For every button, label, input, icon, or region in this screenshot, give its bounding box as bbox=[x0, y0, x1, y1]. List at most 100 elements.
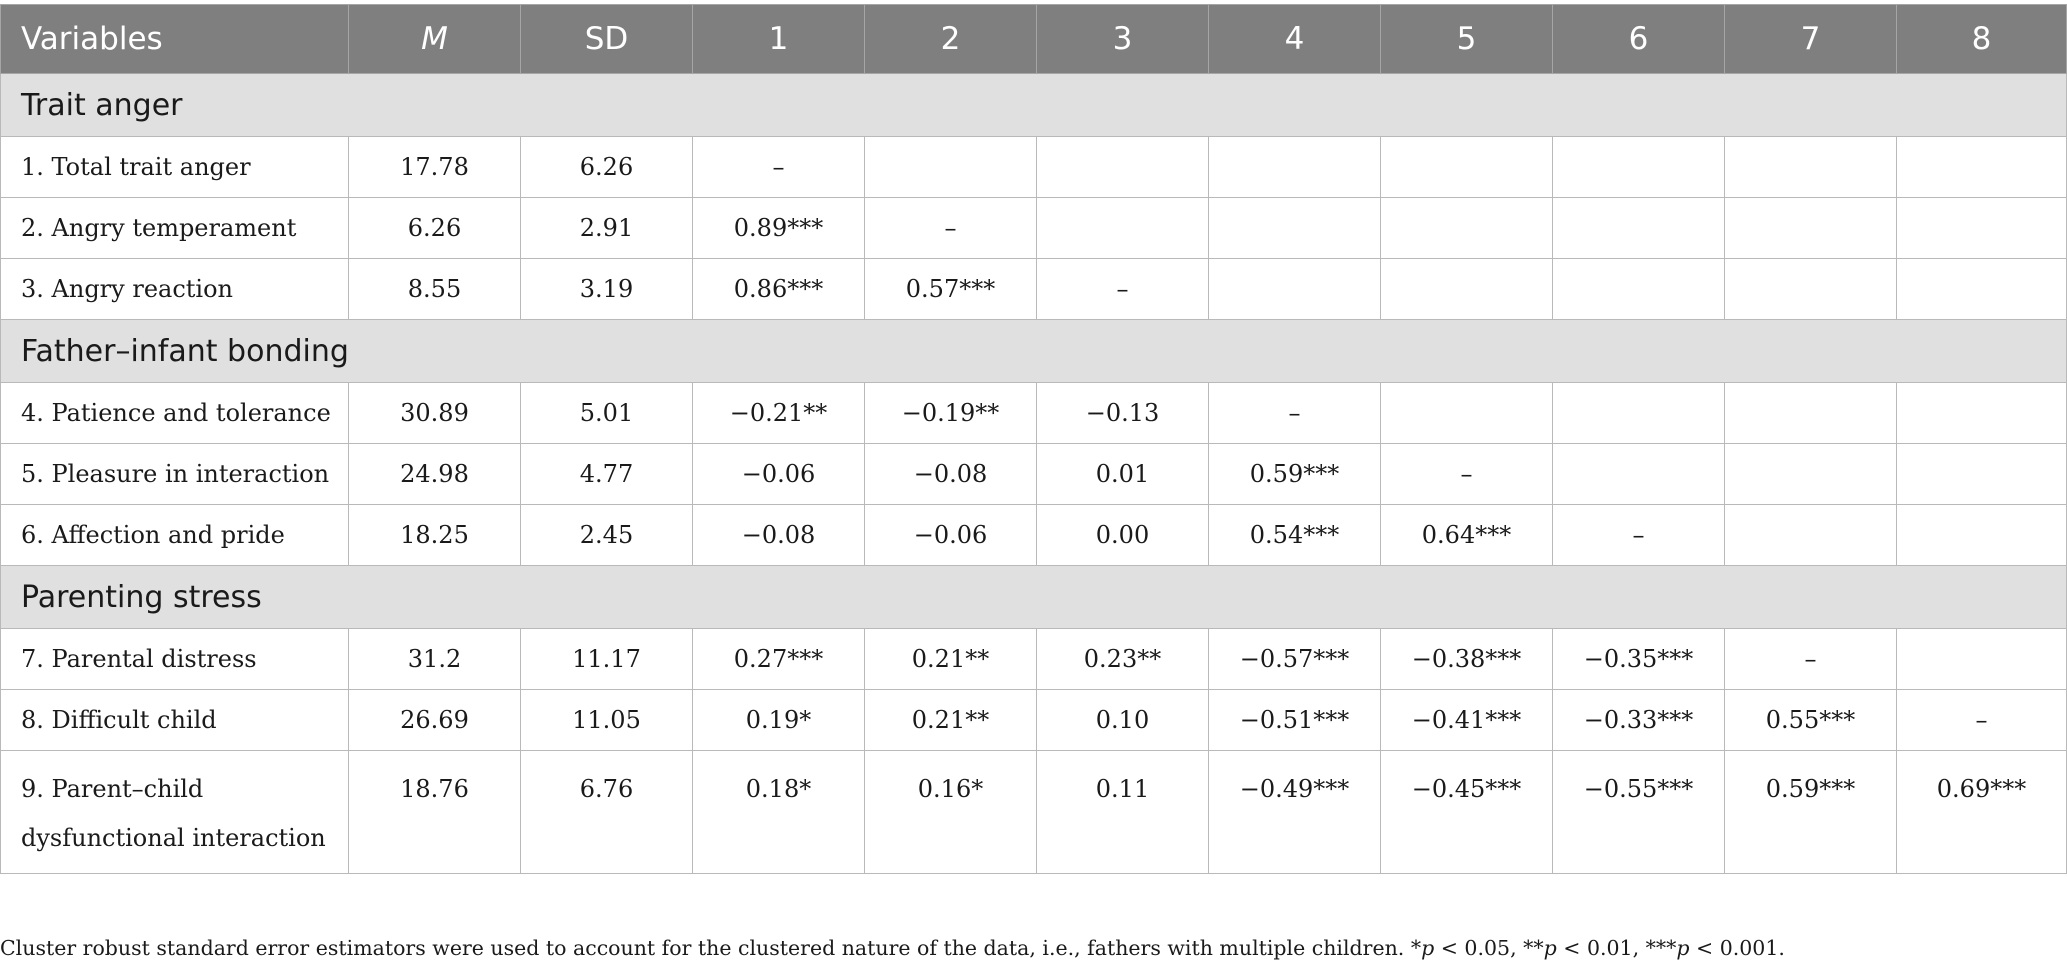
header-cell-5: 5 bbox=[1380, 4, 1553, 74]
table-cell bbox=[1552, 197, 1725, 259]
table-cell: – bbox=[1208, 382, 1381, 444]
table-cell bbox=[1380, 258, 1553, 320]
table-row: 7. Parental distress 31.2 11.17 0.27*** 0.21… bbox=[0, 628, 2067, 690]
table-cell: 0.10 bbox=[1036, 689, 1209, 751]
table-cell: −0.57*** bbox=[1208, 628, 1381, 690]
header-cell-4: 4 bbox=[1208, 4, 1381, 74]
row-label: 2. Angry temperament bbox=[0, 197, 349, 259]
table-cell: 18.25 bbox=[348, 504, 521, 566]
table-cell bbox=[1724, 258, 1897, 320]
table-row: 8. Difficult child 26.69 11.05 0.19* 0.21** 0… bbox=[0, 689, 2067, 751]
table-cell bbox=[1552, 258, 1725, 320]
section-row: Trait anger bbox=[0, 73, 2067, 137]
table-cell: 17.78 bbox=[348, 136, 521, 198]
table-cell: 26.69 bbox=[348, 689, 521, 751]
table-row: 5. Pleasure in interaction 24.98 4.77 −0.06… bbox=[0, 443, 2067, 505]
table-cell: −0.45*** bbox=[1380, 750, 1553, 874]
table-body: Trait anger 1. Total trait anger 17.78 6.26… bbox=[0, 73, 2067, 874]
table-cell bbox=[1896, 197, 2067, 259]
table-cell: – bbox=[864, 197, 1037, 259]
header-cell-6: 6 bbox=[1552, 4, 1725, 74]
table-cell bbox=[1552, 382, 1725, 444]
header-cell-7: 7 bbox=[1724, 4, 1897, 74]
table-cell: – bbox=[1380, 443, 1553, 505]
table-cell: 0.21** bbox=[864, 689, 1037, 751]
section-title: Trait anger bbox=[0, 73, 2067, 137]
table-cell: −0.06 bbox=[864, 504, 1037, 566]
table-cell: – bbox=[1036, 258, 1209, 320]
header-cell-8: 8 bbox=[1896, 4, 2067, 74]
table-cell bbox=[1208, 197, 1381, 259]
table-cell: 0.86*** bbox=[692, 258, 865, 320]
table-row: 6. Affection and pride 18.25 2.45 −0.08 −0.0… bbox=[0, 504, 2067, 566]
header-cell-1: 1 bbox=[692, 4, 865, 74]
table-cell: 0.55*** bbox=[1724, 689, 1897, 751]
table-cell: −0.08 bbox=[864, 443, 1037, 505]
section-title: Parenting stress bbox=[0, 565, 2067, 629]
table-cell bbox=[1724, 382, 1897, 444]
table-row: 4. Patience and tolerance 30.89 5.01 −0.21*… bbox=[0, 382, 2067, 444]
table-cell: −0.19** bbox=[864, 382, 1037, 444]
table-cell: 11.05 bbox=[520, 689, 693, 751]
table-cell: 2.91 bbox=[520, 197, 693, 259]
table-cell bbox=[1552, 136, 1725, 198]
table-cell bbox=[1380, 197, 1553, 259]
table-cell bbox=[1208, 258, 1381, 320]
table-cell: 0.11 bbox=[1036, 750, 1209, 874]
table-cell bbox=[1724, 443, 1897, 505]
table-cell bbox=[1896, 382, 2067, 444]
table-cell: 5.01 bbox=[520, 382, 693, 444]
section-title: Father–infant bonding bbox=[0, 319, 2067, 383]
table-cell: 0.54*** bbox=[1208, 504, 1381, 566]
table-cell: 0.23** bbox=[1036, 628, 1209, 690]
table-cell: 18.76 bbox=[348, 750, 521, 874]
table-cell: 0.59*** bbox=[1724, 750, 1897, 874]
table-row: 1. Total trait anger 17.78 6.26– bbox=[0, 136, 2067, 198]
table-cell bbox=[1724, 504, 1897, 566]
table-row: 9. Parent–child dysfunctional interaction… bbox=[0, 750, 2067, 874]
table-cell bbox=[1380, 136, 1553, 198]
table-cell bbox=[1896, 443, 2067, 505]
row-label: 9. Parent–child dysfunctional interaction bbox=[0, 750, 349, 874]
table-cell: −0.21** bbox=[692, 382, 865, 444]
table-cell: 11.17 bbox=[520, 628, 693, 690]
correlation-table: Variables M SD 1 2 3 4 5 6 7 8 Trait ang… bbox=[0, 4, 2067, 874]
section-row: Father–infant bonding bbox=[0, 319, 2067, 383]
table-cell: – bbox=[692, 136, 865, 198]
table-cell: 0.27*** bbox=[692, 628, 865, 690]
table-cell: −0.06 bbox=[692, 443, 865, 505]
table-cell: 31.2 bbox=[348, 628, 521, 690]
table-cell bbox=[1552, 443, 1725, 505]
table-cell bbox=[1896, 504, 2067, 566]
table-cell: −0.51*** bbox=[1208, 689, 1381, 751]
header-cell-3: 3 bbox=[1036, 4, 1209, 74]
table-cell bbox=[1724, 197, 1897, 259]
table-cell: −0.33*** bbox=[1552, 689, 1725, 751]
table-cell: – bbox=[1552, 504, 1725, 566]
table-cell bbox=[1896, 136, 2067, 198]
table-cell bbox=[1208, 136, 1381, 198]
table-cell: −0.13 bbox=[1036, 382, 1209, 444]
table-cell: −0.35*** bbox=[1552, 628, 1725, 690]
table-cell: 0.00 bbox=[1036, 504, 1209, 566]
table-cell bbox=[1896, 258, 2067, 320]
table-cell: 4.77 bbox=[520, 443, 693, 505]
table-cell: −0.41*** bbox=[1380, 689, 1553, 751]
table-cell: 0.19* bbox=[692, 689, 865, 751]
table-row: 3. Angry reaction 8.55 3.19 0.86*** 0.57*** – bbox=[0, 258, 2067, 320]
table-cell: 0.59*** bbox=[1208, 443, 1381, 505]
section-row: Parenting stress bbox=[0, 565, 2067, 629]
row-label: 7. Parental distress bbox=[0, 628, 349, 690]
table-cell: 30.89 bbox=[348, 382, 521, 444]
table-cell: −0.55*** bbox=[1552, 750, 1725, 874]
table-cell: 2.45 bbox=[520, 504, 693, 566]
table-cell: 24.98 bbox=[348, 443, 521, 505]
table-cell: 0.57*** bbox=[864, 258, 1037, 320]
table-cell: 6.76 bbox=[520, 750, 693, 874]
table-cell: 0.01 bbox=[1036, 443, 1209, 505]
table-cell: 0.64*** bbox=[1380, 504, 1553, 566]
header-row: Variables M SD 1 2 3 4 5 6 7 8 bbox=[0, 4, 2067, 74]
header-cell-variables: Variables bbox=[0, 4, 349, 74]
row-label: 5. Pleasure in interaction bbox=[0, 443, 349, 505]
table-cell bbox=[1724, 136, 1897, 198]
